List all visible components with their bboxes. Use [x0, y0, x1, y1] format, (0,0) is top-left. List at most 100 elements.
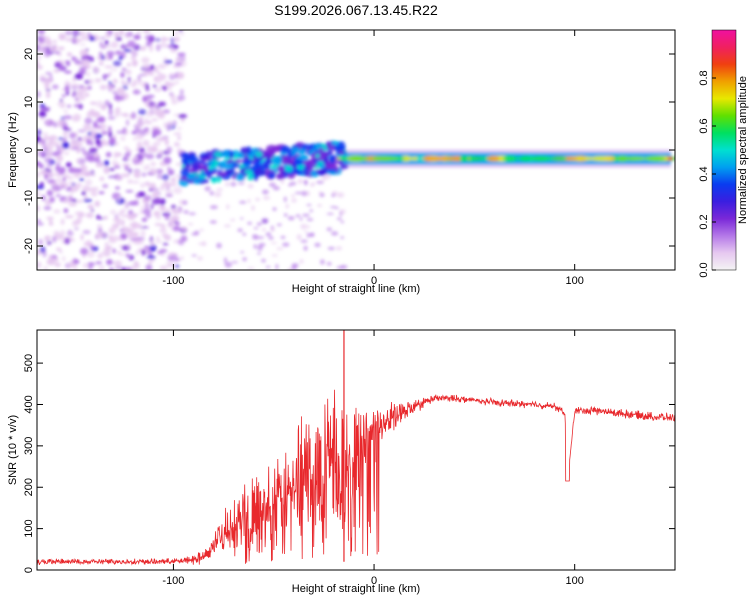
- spectrogram-noise-blob: [161, 253, 165, 257]
- spectrogram-noise-blob: [59, 104, 66, 109]
- spectrogram-transition-blob: [206, 175, 213, 179]
- spectrogram-noise-blob: [59, 166, 66, 174]
- spectrogram-transition-blob: [244, 169, 253, 175]
- spectrogram-noise-blob: [283, 213, 288, 217]
- spectrogram-noise-blob: [69, 132, 76, 139]
- spectrogram-noise-blob: [44, 151, 53, 157]
- spectrogram-noise-blob: [123, 49, 132, 52]
- spectrogram-noise-blob: [78, 85, 85, 89]
- spectrogram-noise-blob: [177, 52, 186, 56]
- colorbar-label: Normalized spectral amplitude: [737, 76, 749, 224]
- spectrogram-noise-blob: [100, 231, 108, 239]
- colorbar-gradient: [711, 29, 737, 271]
- spectrogram-noise-blob: [127, 157, 131, 161]
- spectrogram-noise-blob: [104, 100, 110, 107]
- spectrogram-noise-blob: [61, 141, 70, 149]
- spectrogram-noise-blob: [172, 64, 182, 69]
- snr-y-tick-label: 500: [23, 354, 35, 372]
- spectrogram-noise-blob: [326, 227, 333, 232]
- spectrogram-noise-blob: [280, 235, 286, 239]
- spectrogram-noise-blob: [175, 162, 183, 166]
- spectrogram-noise-blob: [63, 115, 73, 120]
- spectrogram-transition-blob: [220, 150, 231, 158]
- spectrogram-noise-blob: [40, 116, 45, 121]
- spectrogram-noise-blob: [272, 186, 280, 191]
- figure-title: S199.2026.067.13.45.R22: [274, 2, 438, 18]
- spectrogram-noise-blob: [198, 242, 205, 246]
- spectrogram-transition-blob: [294, 147, 300, 152]
- spectrogram-noise-blob: [139, 225, 149, 229]
- spectrogram-noise-blob: [126, 149, 132, 154]
- spectrogram-noise-blob: [111, 160, 118, 166]
- spectrogram-transition-blob: [333, 146, 341, 150]
- spectrogram-noise-blob: [79, 147, 86, 152]
- spectrogram-noise-blob: [131, 130, 138, 135]
- spectrogram-noise-blob: [82, 59, 91, 65]
- spectrogram-noise-blob: [122, 163, 132, 167]
- spectrogram-noise-blob: [117, 236, 123, 241]
- spectrogram-transition-blob: [329, 154, 336, 164]
- spectrogram-noise-blob: [88, 36, 96, 42]
- spectrogram-x-tick-label: 100: [566, 275, 584, 287]
- spectrogram-noise-blob: [125, 119, 130, 126]
- spectrogram-noise-blob: [145, 264, 153, 270]
- spectrogram-noise-blob: [163, 121, 167, 128]
- snr-marks: [37, 330, 675, 566]
- spectrogram-noise-blob: [75, 37, 79, 46]
- spectrogram-noise-blob: [94, 78, 102, 83]
- spectrogram-noise-blob: [66, 195, 73, 199]
- spectrogram-transition-blob: [269, 150, 274, 159]
- spectrogram-noise-blob: [70, 167, 74, 171]
- spectrogram-noise-blob: [306, 232, 311, 238]
- spectrogram-noise-blob: [37, 219, 41, 222]
- spectrogram-noise-blob: [262, 189, 269, 195]
- spectrogram-noise-blob: [125, 190, 134, 193]
- spectrogram-noise-blob: [179, 256, 185, 261]
- spectrogram-noise-blob: [58, 33, 66, 41]
- spectrogram-noise-blob: [87, 204, 94, 210]
- carrier-peak: [644, 156, 666, 162]
- spectrogram-noise-blob: [136, 78, 143, 86]
- spectrogram-noise-blob: [99, 176, 105, 182]
- spectrogram-noise-blob: [56, 154, 64, 162]
- spectrogram-transition-blob: [319, 164, 326, 169]
- spectrogram-noise-blob: [161, 233, 168, 237]
- spectrogram-noise-blob: [303, 180, 308, 183]
- spectrogram-noise-blob: [159, 112, 166, 116]
- carrier-peak: [518, 155, 533, 162]
- spectrogram-noise-blob: [73, 168, 83, 173]
- spectrogram-noise-blob: [114, 92, 119, 98]
- spectrogram-noise-blob: [68, 229, 72, 233]
- spectrogram-transition-blob: [180, 168, 190, 177]
- spectrogram-noise-blob: [41, 139, 46, 145]
- spectrogram-noise-blob: [123, 146, 129, 150]
- spectrogram-noise-blob: [53, 44, 58, 51]
- colorbar-tick-label: 0.0: [698, 262, 710, 277]
- spectrogram-noise-blob: [89, 244, 95, 250]
- spectrogram-noise-blob: [92, 66, 99, 70]
- spectrogram-noise-blob: [340, 220, 345, 224]
- spectrogram-noise-blob: [157, 63, 167, 69]
- spectrogram-noise-blob: [294, 191, 303, 195]
- spectrogram-noise-blob: [74, 73, 84, 80]
- spectrogram-noise-blob: [76, 158, 80, 164]
- spectrogram-noise-blob: [115, 217, 120, 222]
- snr-x-ticks: -100 0 100: [162, 330, 584, 587]
- spectrogram-noise-blob: [81, 36, 91, 41]
- spectrogram-noise-blob: [95, 125, 102, 128]
- spectrogram-noise-blob: [53, 40, 57, 43]
- spectrogram-noise-blob: [163, 182, 173, 188]
- spectrogram-noise-blob: [154, 88, 162, 92]
- spectrogram-noise-blob: [45, 202, 52, 206]
- spectrogram-transition-blob: [227, 162, 236, 169]
- spectrogram-noise-blob: [64, 262, 72, 269]
- spectrogram-noise-blob: [84, 179, 93, 186]
- spectrogram-noise-blob: [169, 219, 174, 223]
- spectrogram-noise-blob: [182, 200, 188, 205]
- spectrogram-noise-blob: [95, 100, 104, 108]
- spectrogram-noise-blob: [177, 72, 185, 79]
- carrier-peak: [550, 156, 568, 161]
- spectrogram-noise-blob: [216, 187, 223, 192]
- spectrogram-noise-blob: [152, 128, 160, 136]
- spectrogram-transition-blob: [193, 177, 204, 183]
